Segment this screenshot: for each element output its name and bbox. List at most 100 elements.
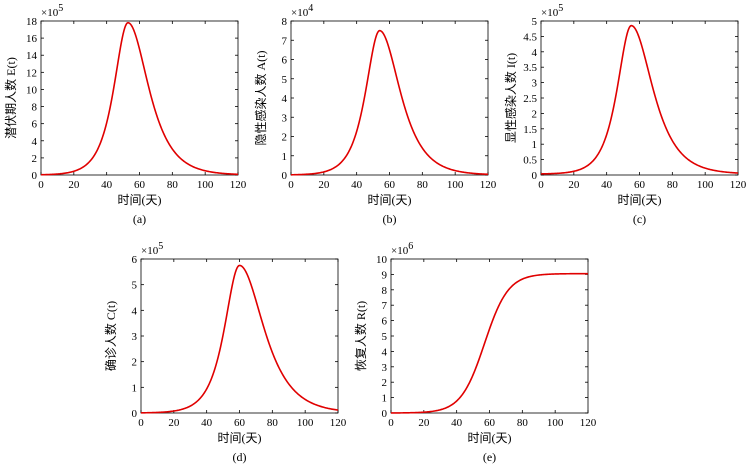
- y-tick-label: 3: [532, 78, 538, 90]
- y-tick-label: 3: [282, 112, 288, 124]
- x-tick-label: 80: [167, 179, 179, 191]
- panel-c: 0 20 40 60 80 100 12000.511.522.533.544.55×105…: [503, 3, 747, 226]
- x-tick-label: 60: [634, 179, 646, 191]
- axes-frame-e: [390, 258, 589, 414]
- multiplier-base: ×10: [391, 245, 409, 257]
- axis-multiplier: ×104: [291, 3, 313, 19]
- y-tick-label: 6: [282, 55, 288, 67]
- x-tick-label: 20: [68, 179, 80, 191]
- y-tick-label: 1.5: [523, 124, 537, 136]
- y-tick-label: 5: [132, 280, 138, 292]
- series-line-a: [40, 21, 239, 176]
- x-tick-label: 60: [134, 179, 146, 191]
- y-tick-label: 7: [282, 35, 288, 47]
- y-tick-label: 1: [132, 382, 138, 394]
- x-tick-label: 40: [601, 179, 613, 191]
- y-tick-label: 5: [382, 331, 388, 343]
- panel-caption: (a): [133, 212, 146, 226]
- x-tick-label: 0: [138, 417, 144, 429]
- x-tick-label: 20: [568, 179, 580, 191]
- y-tick-label: 4: [282, 93, 288, 105]
- x-tick-label: 20: [418, 417, 430, 429]
- x-tick-label: 40: [351, 179, 363, 191]
- axes-frame-d: [140, 258, 339, 414]
- y-tick-label: 3: [132, 331, 138, 343]
- y-tick-label: 0: [32, 170, 38, 182]
- x-axis-label: 时间(天): [618, 193, 662, 207]
- y-tick-label: 10: [376, 254, 388, 266]
- y-tick-label: 2: [282, 132, 288, 144]
- x-tick-label: 60: [234, 417, 246, 429]
- y-tick-label: 8: [282, 16, 288, 28]
- panel-a: 0 20 40 60 80 100 120 0 2 4 6 8 10 12 14 16 18×105 时间(天) 潜…: [3, 3, 247, 226]
- axes-frame-c: [540, 20, 739, 176]
- multiplier-base: ×10: [291, 7, 309, 19]
- y-tick-label: 3.5: [523, 62, 537, 74]
- y-tick-label: 2: [32, 153, 38, 165]
- series-line-e: [391, 272, 588, 414]
- y-tick-label: 2.5: [523, 93, 537, 105]
- x-tick-label: 0: [288, 179, 294, 191]
- y-tick-label: 0: [382, 408, 388, 420]
- y-tick-label: 0: [132, 408, 138, 420]
- panel-caption: (e): [483, 450, 496, 464]
- x-tick-label: 100: [297, 417, 314, 429]
- x-tick-label: 100: [547, 417, 564, 429]
- x-axis-label: 时间(天): [468, 431, 512, 445]
- y-tick-label: 4: [382, 346, 388, 358]
- x-tick-label: 0: [38, 179, 44, 191]
- series-line-c: [540, 24, 739, 175]
- multiplier-exponent: 5: [158, 241, 163, 252]
- panel-caption: (d): [233, 450, 247, 464]
- x-tick-label: 80: [267, 417, 279, 429]
- x-tick-label: 120: [330, 417, 347, 429]
- y-tick-label: 5: [282, 74, 288, 86]
- y-tick-label: 16: [26, 33, 38, 45]
- x-tick-label: 80: [517, 417, 529, 429]
- x-axis-label: 时间(天): [218, 431, 262, 445]
- y-tick-label: 14: [26, 50, 38, 62]
- y-tick-label: 12: [26, 67, 37, 79]
- axes-frame-b: [290, 20, 489, 176]
- x-tick-label: 20: [168, 417, 180, 429]
- multiplier-base: ×10: [41, 7, 59, 19]
- x-tick-label: 40: [201, 417, 213, 429]
- y-tick-label: 5: [532, 16, 538, 28]
- y-tick-label: 1: [382, 393, 388, 405]
- x-axis-label: 时间(天): [368, 193, 412, 207]
- series-line-b: [290, 29, 489, 176]
- x-tick-label: 20: [318, 179, 330, 191]
- panel-caption: (b): [383, 212, 397, 226]
- y-tick-label: 18: [26, 16, 38, 28]
- y-tick-label: 6: [132, 254, 138, 266]
- x-tick-label: 100: [447, 179, 464, 191]
- y-tick-label: 2: [132, 357, 138, 369]
- x-tick-label: 60: [484, 417, 496, 429]
- multiplier-exponent: 5: [58, 3, 63, 14]
- y-tick-label: 1: [282, 151, 288, 163]
- y-axis-label: 确诊人数 C(t): [103, 301, 118, 371]
- multiplier-exponent: 5: [558, 3, 563, 14]
- y-tick-label: 0.5: [523, 155, 537, 167]
- multiplier-base: ×10: [541, 7, 559, 19]
- axis-multiplier: ×105: [541, 3, 563, 19]
- axes-frame-a: [40, 20, 239, 176]
- y-tick-label: 2: [532, 108, 538, 120]
- x-tick-label: 100: [197, 179, 214, 191]
- x-tick-label: 120: [230, 179, 247, 191]
- panel-e: 0 20 40 60 80 100 120012345678910×106时间(天)恢复人数…: [353, 241, 597, 464]
- y-tick-label: 6: [32, 119, 38, 131]
- x-tick-label: 120: [580, 417, 597, 429]
- panel-b: 0 20 40 60 80 100 120012345678×104时间(天)隐性感染人数 …: [253, 3, 497, 226]
- y-tick-label: 8: [382, 285, 388, 297]
- y-tick-label: 4: [532, 47, 538, 59]
- y-tick-label: 2: [382, 377, 388, 389]
- axis-multiplier: ×105: [141, 241, 163, 257]
- x-tick-label: 80: [417, 179, 429, 191]
- x-axis-label: 时间(天): [118, 193, 162, 207]
- x-tick-label: 80: [667, 179, 679, 191]
- y-tick-label: 10: [26, 84, 38, 96]
- y-tick-label: 6: [382, 316, 388, 328]
